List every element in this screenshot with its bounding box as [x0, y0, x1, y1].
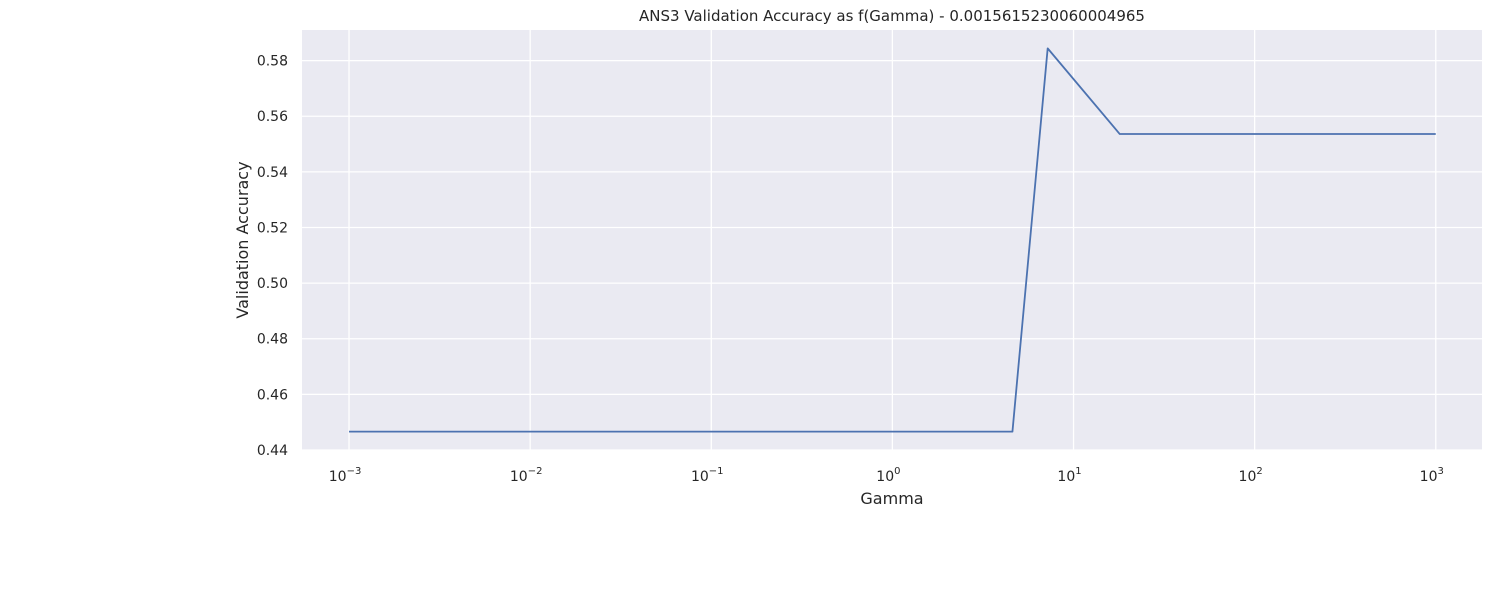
grid	[302, 30, 1482, 451]
x-tick-label: 10−2	[510, 466, 543, 485]
y-axis-label: Validation Accuracy	[233, 161, 252, 318]
x-tick-labels: 10−3 10−2 10−1 100 101 102 103	[329, 466, 1444, 485]
y-tick-label: 0.56	[257, 109, 288, 125]
x-tick-label: 101	[1057, 466, 1081, 485]
y-tick-label: 0.46	[257, 387, 288, 403]
y-tick-label: 0.52	[257, 220, 288, 236]
x-tick-label: 103	[1420, 466, 1444, 485]
series-layer	[349, 47, 1436, 433]
x-tick-label: 10−1	[691, 466, 724, 485]
y-tick-label: 0.48	[257, 332, 288, 348]
y-tick-label: 0.44	[257, 443, 288, 459]
x-tick-label: 10−3	[329, 466, 362, 485]
x-tick-label: 102	[1239, 466, 1263, 485]
y-tick-label: 0.58	[257, 54, 288, 70]
x-axis-label: Gamma	[860, 489, 923, 508]
y-tick-labels: 0.44 0.46 0.48 0.50 0.52 0.54 0.56 0.58	[257, 54, 288, 459]
y-tick-label: 0.54	[257, 165, 288, 181]
chart-title: ANS3 Validation Accuracy as f(Gamma) - 0…	[639, 7, 1145, 25]
series-line	[349, 47, 1436, 433]
y-tick-label: 0.50	[257, 276, 288, 292]
x-tick-label: 100	[876, 466, 900, 485]
